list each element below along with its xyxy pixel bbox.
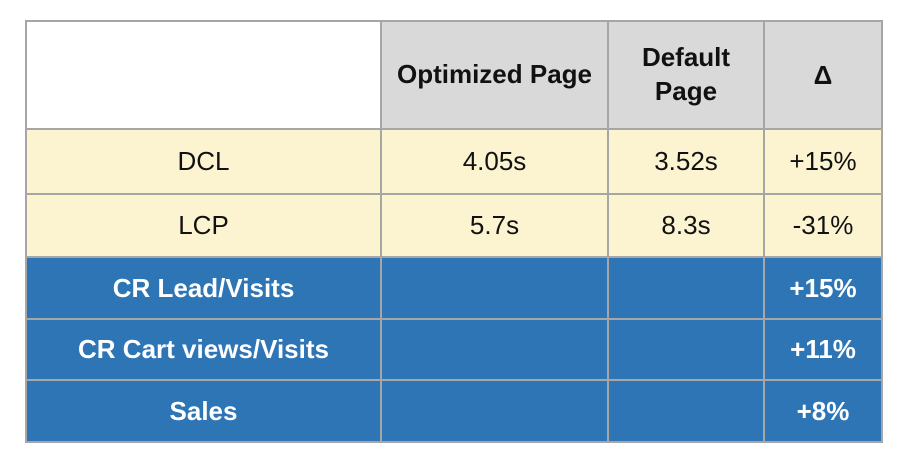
cell-dcl-delta: +15% bbox=[763, 128, 883, 195]
table-header-row: Optimized Page Default Page Δ bbox=[25, 20, 883, 130]
table-row-sales: Sales +8% bbox=[25, 379, 883, 443]
row-label-lcp: LCP bbox=[25, 193, 382, 258]
cell-sales-delta: +8% bbox=[763, 379, 883, 443]
comparison-table: Optimized Page Default Page Δ DCL 4.05s … bbox=[25, 20, 883, 443]
table-row-cr-cart-views-visits: CR Cart views/Visits +11% bbox=[25, 318, 883, 381]
cell-lcp-optimized: 5.7s bbox=[380, 193, 609, 258]
cell-cr-lead-optimized bbox=[380, 256, 609, 320]
cell-cr-cart-optimized bbox=[380, 318, 609, 381]
cell-cr-lead-default bbox=[607, 256, 765, 320]
row-label-dcl: DCL bbox=[25, 128, 382, 195]
cell-cr-cart-default bbox=[607, 318, 765, 381]
cell-lcp-default: 8.3s bbox=[607, 193, 765, 258]
row-label-cr-lead-visits: CR Lead/Visits bbox=[25, 256, 382, 320]
cell-cr-lead-delta: +15% bbox=[763, 256, 883, 320]
row-label-cr-cart-views-visits: CR Cart views/Visits bbox=[25, 318, 382, 381]
row-label-sales: Sales bbox=[25, 379, 382, 443]
cell-sales-optimized bbox=[380, 379, 609, 443]
cell-dcl-optimized: 4.05s bbox=[380, 128, 609, 195]
cell-cr-cart-delta: +11% bbox=[763, 318, 883, 381]
cell-dcl-default: 3.52s bbox=[607, 128, 765, 195]
table-row-lcp: LCP 5.7s 8.3s -31% bbox=[25, 193, 883, 258]
table-row-dcl: DCL 4.05s 3.52s +15% bbox=[25, 128, 883, 195]
comparison-table-container: Optimized Page Default Page Δ DCL 4.05s … bbox=[25, 20, 883, 443]
cell-sales-default bbox=[607, 379, 765, 443]
header-delta: Δ bbox=[763, 20, 883, 130]
header-default-page: Default Page bbox=[607, 20, 765, 130]
cell-lcp-delta: -31% bbox=[763, 193, 883, 258]
table-row-cr-lead-visits: CR Lead/Visits +15% bbox=[25, 256, 883, 320]
header-optimized-page: Optimized Page bbox=[380, 20, 609, 130]
corner-cell bbox=[25, 20, 382, 130]
